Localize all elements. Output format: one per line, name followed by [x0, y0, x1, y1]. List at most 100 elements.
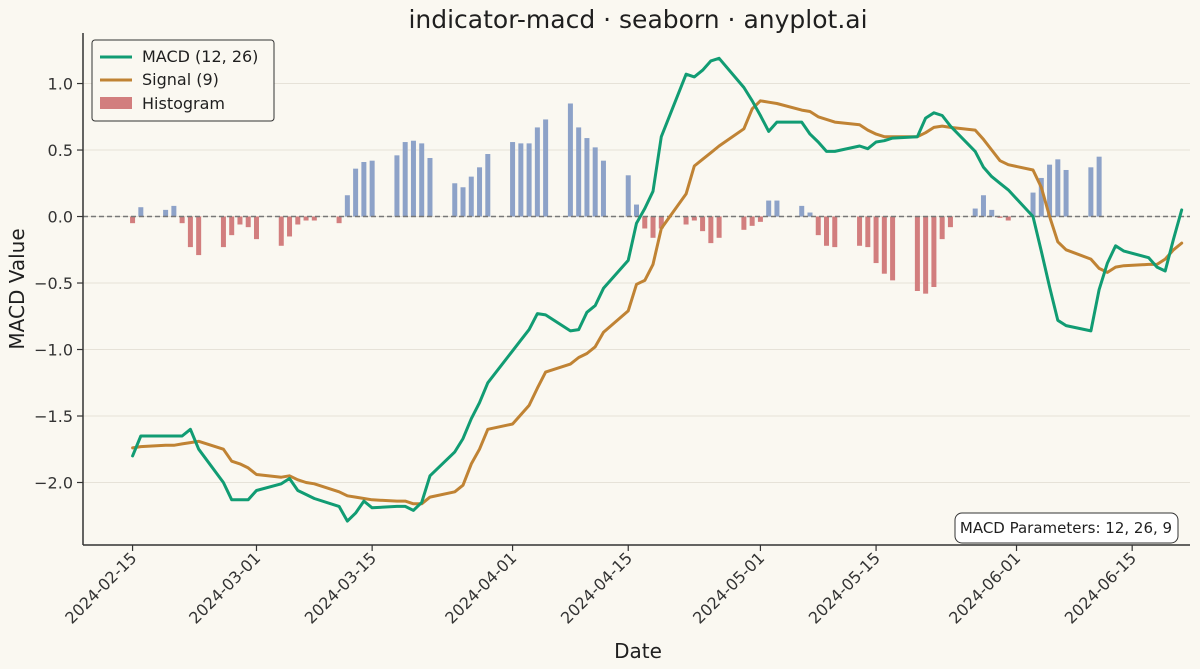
histogram-bar: [196, 216, 202, 256]
series-lines: [131, 56, 1184, 523]
y-axis-label: MACD Value: [5, 228, 29, 349]
macd-line: [131, 56, 1184, 523]
histogram-bar: [468, 176, 474, 217]
histogram-bar: [477, 167, 483, 217]
histogram-bar: [592, 147, 598, 217]
histogram-bar: [947, 216, 953, 228]
y-tick-label: −0.5: [34, 274, 73, 293]
annotation-box: [954, 512, 1179, 544]
histogram-bar: [179, 216, 185, 224]
histogram-bar: [278, 216, 284, 246]
y-tick-label: 0.0: [48, 208, 73, 227]
histogram-bar: [410, 140, 416, 217]
histogram-bar: [716, 216, 722, 238]
histogram-bar: [1055, 159, 1061, 217]
histogram-bar: [600, 160, 606, 217]
histogram-bar: [807, 212, 813, 217]
annotation-text: MACD Parameters: 12, 26, 9: [960, 519, 1172, 537]
histogram-bar: [427, 158, 433, 217]
histogram-bar: [130, 216, 136, 224]
histogram-bar: [923, 216, 929, 294]
histogram-bar: [634, 204, 639, 217]
histogram-bar: [1047, 164, 1053, 217]
legend-signal-label: Signal (9): [142, 70, 219, 89]
y-tick-label: 1.0: [48, 75, 73, 94]
histogram-bar: [1088, 167, 1094, 217]
histogram-bar: [799, 205, 805, 217]
histogram-bar: [237, 216, 243, 225]
parameters-annotation: MACD Parameters: 12, 26, 9: [954, 512, 1179, 544]
histogram-bar: [576, 127, 582, 217]
histogram-bars: [130, 103, 1102, 294]
histogram-bar: [939, 216, 945, 240]
histogram-bar: [394, 155, 400, 217]
histogram-bar: [691, 216, 697, 221]
histogram-bar: [757, 216, 763, 222]
histogram-bar: [171, 205, 177, 217]
x-axis-label: Date: [614, 639, 662, 663]
histogram-bar: [584, 138, 590, 217]
histogram-bar: [749, 216, 755, 226]
histogram-bar: [229, 216, 235, 236]
histogram-bar: [303, 216, 309, 221]
axes: [82, 33, 1190, 546]
histogram-bar: [518, 143, 524, 217]
histogram-bar: [832, 216, 838, 248]
y-tick-label: −1.0: [34, 341, 73, 360]
histogram-bar: [1063, 169, 1069, 217]
histogram-bar: [989, 209, 995, 217]
histogram-bar: [980, 195, 986, 217]
histogram-bar: [873, 216, 879, 264]
histogram-bar: [972, 208, 978, 217]
histogram-bar: [361, 161, 367, 217]
histogram-bar: [766, 200, 772, 217]
y-axis-ticks: 1.0 0.5 0.0 −0.5 −1.0 −1.5 −2.0: [34, 75, 83, 492]
histogram-bar: [815, 216, 821, 236]
histogram-bar: [1005, 216, 1011, 221]
histogram-bar: [369, 160, 375, 217]
histogram-bar: [890, 216, 896, 281]
legend-histogram-label: Histogram: [142, 94, 225, 113]
histogram-bar: [658, 216, 664, 229]
histogram-bar: [452, 183, 458, 217]
chart-title: indicator-macd · seaborn · anyplot.ai: [408, 5, 867, 34]
histogram-bar: [650, 216, 656, 238]
histogram-bar: [865, 216, 871, 248]
histogram-bar: [485, 154, 491, 217]
histogram-bar: [510, 142, 516, 217]
histogram-bar: [931, 216, 937, 288]
histogram-bar: [253, 216, 259, 240]
signal-line: [131, 99, 1184, 506]
histogram-bar: [1096, 156, 1102, 217]
histogram-bar: [642, 216, 648, 229]
histogram-bar: [881, 216, 887, 274]
legend: MACD (12, 26) Signal (9) Histogram: [91, 39, 275, 122]
histogram-bar: [220, 216, 226, 248]
histogram-bar: [526, 143, 532, 217]
histogram-bar: [163, 209, 169, 217]
histogram-bar: [824, 216, 830, 246]
legend-histogram-swatch: [100, 97, 132, 109]
y-tick-label: −2.0: [34, 473, 73, 492]
y-tick-label: 0.5: [48, 141, 73, 160]
histogram-bar: [708, 216, 714, 244]
histogram-bar: [1038, 177, 1044, 217]
histogram-bar: [741, 216, 747, 230]
histogram-bar: [336, 216, 342, 224]
histogram-bar: [311, 216, 317, 221]
histogram-bar: [353, 168, 359, 217]
histogram-bar: [700, 216, 706, 232]
histogram-bar: [543, 119, 549, 217]
histogram-bar: [534, 127, 540, 217]
histogram-bar: [138, 207, 144, 217]
histogram-bar: [344, 195, 350, 217]
histogram-bar: [187, 216, 193, 248]
histogram-bar: [1030, 192, 1036, 217]
y-tick-label: −1.5: [34, 407, 73, 426]
histogram-bar: [287, 216, 293, 237]
legend-macd-label: MACD (12, 26): [142, 47, 258, 66]
histogram-bar: [245, 216, 251, 228]
histogram-bar: [567, 103, 573, 217]
